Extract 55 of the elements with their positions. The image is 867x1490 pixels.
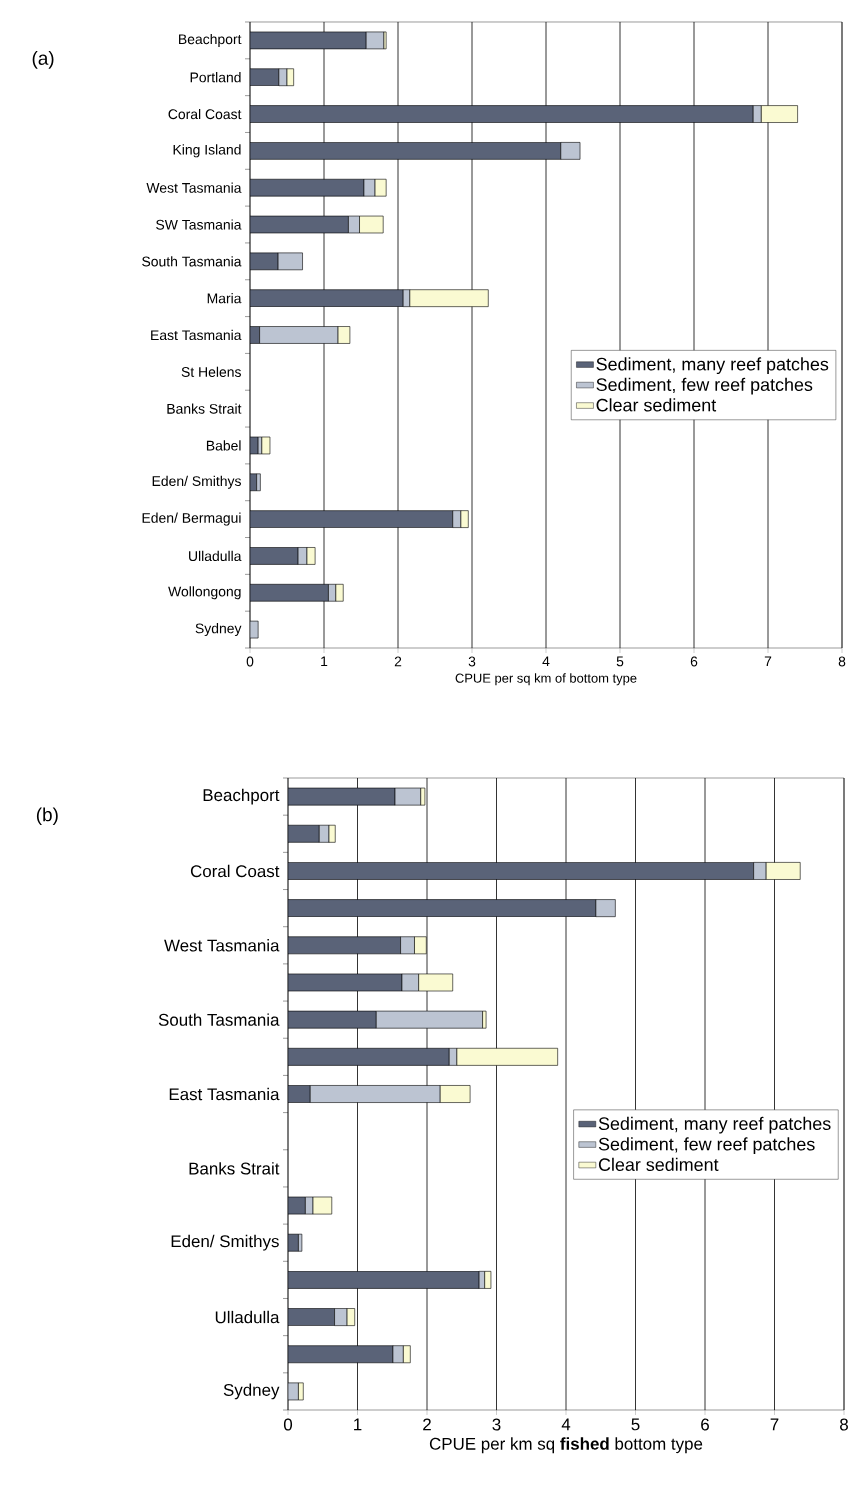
y-tick-label: Banks Strait xyxy=(189,1162,280,1175)
x-tick-label: 5 xyxy=(631,1418,640,1431)
x-tick-label: 4 xyxy=(561,1418,571,1431)
x-tick-label: 7 xyxy=(764,656,772,667)
text: (b) xyxy=(36,807,58,826)
y-tick-label: Wollongong xyxy=(168,586,241,600)
y-tick-label: East Tasmania xyxy=(169,1087,280,1101)
legend-label: Sediment, many reef patches xyxy=(596,357,829,375)
x-tick-label: 8 xyxy=(840,1418,848,1431)
y-tick-label: Beachport xyxy=(203,788,280,805)
x-tick-label: 2 xyxy=(423,1418,431,1431)
x-tick-label: 3 xyxy=(492,1418,501,1431)
y-tick-label: West Tasmania xyxy=(146,182,242,193)
y-tick-label: Coral Coast xyxy=(168,108,242,120)
text: (a) xyxy=(32,51,54,69)
y-tick-label: Eden/ Smithys xyxy=(152,475,241,489)
bar xyxy=(261,436,271,455)
y-tick-label: Eden/ Smithys xyxy=(171,1234,279,1251)
x-tick-label: 1 xyxy=(321,656,328,667)
y-tick-label: South Tasmania xyxy=(158,1013,280,1026)
y-tick-label: Maria xyxy=(207,293,242,304)
x-tick-label: 2 xyxy=(394,656,402,667)
y-tick-label: SW Tasmania xyxy=(156,219,242,230)
legend-label: Sediment, few reef patches xyxy=(596,377,813,395)
legend-label: Clear sediment xyxy=(598,1157,719,1171)
y-tick-label: Beachport xyxy=(179,33,242,47)
x-axis-title: CPUE per sq km of bottom type xyxy=(455,673,637,686)
y-tick-label: St Helens xyxy=(181,366,241,377)
y-tick-label: South Tasmania xyxy=(142,256,242,267)
x-tick-label: 1 xyxy=(354,1418,362,1431)
x-tick-label: 0 xyxy=(283,1418,293,1431)
x-axis-title: CPUE per km sq fished bottom type xyxy=(429,1437,703,1454)
y-tick-label: Banks Strait xyxy=(167,403,242,414)
y-tick-label: East Tasmania xyxy=(151,329,242,341)
x-tick-label: 4 xyxy=(542,656,550,667)
x-tick-label: 7 xyxy=(770,1418,779,1431)
y-tick-label: Eden/ Bermagui xyxy=(142,512,241,526)
y-tick-label: Portland xyxy=(190,72,241,83)
y-tick-label: King Island xyxy=(173,144,241,158)
x-tick-label: 6 xyxy=(690,656,698,667)
x-tick-label: 8 xyxy=(838,656,846,667)
x-tick-label: 5 xyxy=(616,656,624,667)
x-tick-label: 6 xyxy=(701,1418,709,1431)
y-tick-label: Sydney xyxy=(223,1383,280,1400)
legend-label: Sediment, many reef patches xyxy=(598,1116,831,1134)
y-tick-label: West Tasmania xyxy=(164,939,280,952)
y-tick-label: Ulladulla xyxy=(215,1310,280,1324)
y-tick-label: Ulladulla xyxy=(189,550,242,562)
y-tick-label: Coral Coast xyxy=(190,864,280,878)
legend-label: Sediment, few reef patches xyxy=(598,1137,815,1155)
y-tick-label: Sydney xyxy=(195,623,242,637)
legend-label: Clear sediment xyxy=(596,398,717,412)
y-tick-label: Babel xyxy=(206,440,241,451)
x-tick-label: 3 xyxy=(468,656,476,667)
x-tick-label: 0 xyxy=(246,656,254,667)
